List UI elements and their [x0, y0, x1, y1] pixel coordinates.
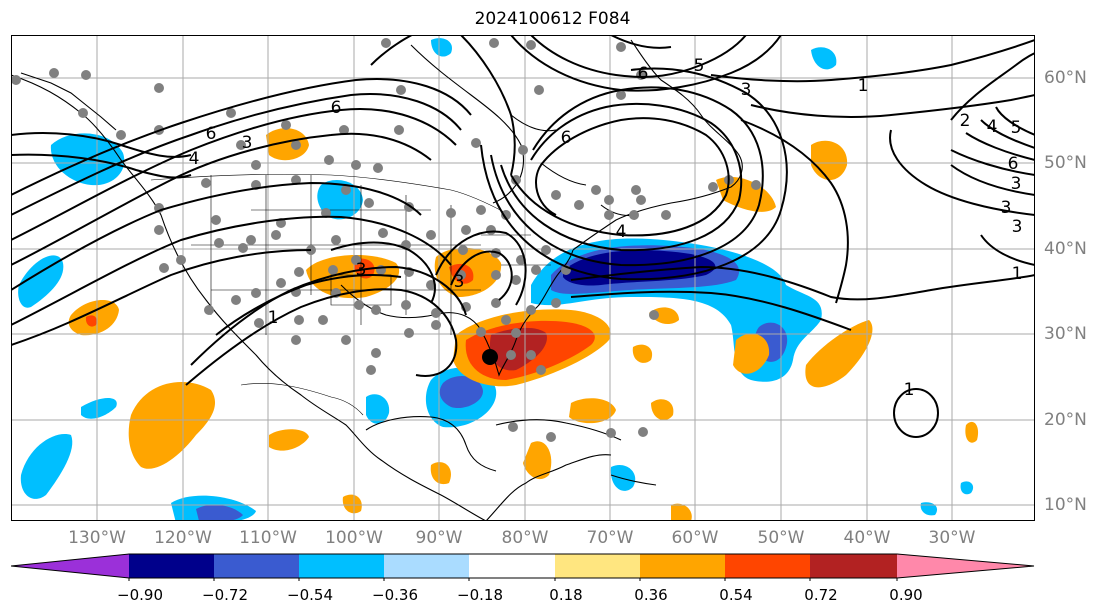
colorbar-segment — [299, 554, 384, 578]
positive-anomaly-region — [523, 441, 552, 480]
longitude-label: 80°W — [501, 528, 549, 548]
positive-anomaly-region — [128, 382, 216, 469]
longitude-label: 110°W — [239, 528, 297, 548]
colorbar-tick-label: −0.36 — [372, 586, 418, 604]
latitude-label: 40°N — [1044, 239, 1087, 259]
negative-anomaly-region — [196, 504, 243, 521]
colorbar-tick-label: −0.18 — [457, 586, 503, 604]
latitude-label: 50°N — [1044, 153, 1087, 173]
contour-label: 6 — [1008, 154, 1019, 174]
colorbar-segment — [555, 554, 640, 578]
contour-label: 6 — [561, 128, 572, 148]
anomaly-shading — [18, 38, 979, 521]
contour-label: 3 — [1011, 174, 1022, 194]
contour-label: 1 — [904, 380, 915, 400]
contour-label: 1 — [1012, 264, 1023, 284]
contour-label: 1 — [268, 308, 279, 328]
map-title: 2024100612 F084 — [474, 9, 631, 29]
contour-label: 4 — [189, 149, 200, 169]
colorbar-tick-label: 0.54 — [719, 586, 753, 604]
colorbar-segment — [725, 554, 810, 578]
positive-anomaly-region — [632, 344, 653, 363]
positive-anomaly-region — [266, 128, 309, 161]
longitude-label: 90°W — [415, 528, 463, 548]
colorbar — [11, 553, 1035, 581]
colorbar-segment — [640, 554, 725, 578]
positive-anomaly-region — [85, 315, 97, 327]
negative-anomaly-region — [431, 38, 452, 57]
contour-label: 6 — [638, 64, 649, 84]
latitude-label: 30°N — [1044, 324, 1087, 344]
latitude-label: 20°N — [1044, 410, 1087, 430]
longitude-label: 30°W — [928, 528, 976, 548]
negative-anomaly-region — [960, 481, 974, 495]
positive-anomaly-region — [805, 320, 873, 388]
contour-label: 1 — [858, 76, 869, 96]
positive-anomaly-region — [965, 421, 979, 443]
colorbar-tick-label: −0.90 — [117, 586, 163, 604]
contour-label: 3 — [741, 80, 752, 100]
latitude-label: 10°N — [1044, 495, 1087, 515]
latitude-label: 60°N — [1044, 68, 1087, 88]
contour-label: 3 — [454, 272, 465, 292]
colorbar-extension-high — [897, 554, 1034, 578]
contour-label: 3 — [1001, 198, 1012, 218]
contour-labels: 5 6 3 6 3 2 4 5 6 3 3 1 6 4 3 6 4 3 3 1 … — [189, 56, 1023, 400]
contour-label: 3 — [1012, 217, 1023, 237]
negative-anomaly-region — [20, 434, 73, 499]
negative-anomaly-region — [366, 394, 390, 424]
contour-label: 4 — [987, 117, 998, 137]
positive-anomaly-region — [733, 333, 770, 374]
map-panel: 5 6 3 6 3 2 4 5 6 3 3 1 6 4 3 6 4 3 3 1 … — [11, 35, 1035, 521]
contour-label: 5 — [694, 56, 705, 76]
colorbar-segment — [810, 554, 897, 578]
longitude-label: 120°W — [154, 528, 212, 548]
positive-anomaly-region — [430, 462, 451, 485]
contour-label: 2 — [960, 111, 971, 131]
positive-anomaly-region — [342, 494, 362, 514]
positive-anomaly-region — [716, 176, 776, 212]
contour-label: 5 — [1011, 118, 1022, 138]
negative-anomaly-region — [811, 47, 837, 70]
negative-anomaly-region — [610, 465, 636, 491]
contour-label: 3 — [356, 260, 367, 280]
negative-anomaly-region — [81, 398, 117, 419]
colorbar-segment — [469, 554, 555, 578]
colorbar-tick-label: −0.54 — [287, 586, 333, 604]
positive-anomaly-region — [569, 398, 616, 424]
longitude-label: 100°W — [325, 528, 383, 548]
colorbar-tick-label: 0.72 — [804, 586, 838, 604]
negative-anomaly-region — [920, 502, 938, 516]
longitude-label: 60°W — [671, 528, 719, 548]
colorbar-extension-low — [11, 554, 129, 578]
colorbar-tick-label: 0.36 — [634, 586, 668, 604]
storm-center-marker — [482, 349, 498, 365]
contour-label: 6 — [331, 98, 342, 118]
contour-label: 3 — [242, 133, 253, 153]
longitude-label: 40°W — [843, 528, 891, 548]
positive-anomaly-region — [489, 327, 547, 371]
longitude-label: 70°W — [586, 528, 634, 548]
height-contours — [11, 35, 1035, 438]
positive-anomaly-region — [651, 399, 674, 421]
contour-label: 4 — [616, 222, 627, 242]
negative-anomaly-region — [18, 255, 64, 308]
contour-label: 6 — [206, 124, 217, 144]
colorbar-segment — [384, 554, 469, 578]
colorbar-segment — [129, 554, 214, 578]
colorbar-tick-label: 0.18 — [549, 586, 583, 604]
colorbar-tick-label: 0.90 — [889, 586, 923, 604]
positive-anomaly-region — [269, 429, 309, 451]
longitude-label: 130°W — [68, 528, 126, 548]
longitude-label: 50°W — [757, 528, 805, 548]
negative-anomaly-region — [439, 376, 483, 409]
colorbar-segment — [214, 554, 299, 578]
colorbar-tick-label: −0.72 — [202, 586, 248, 604]
positive-anomaly-region — [671, 503, 692, 521]
